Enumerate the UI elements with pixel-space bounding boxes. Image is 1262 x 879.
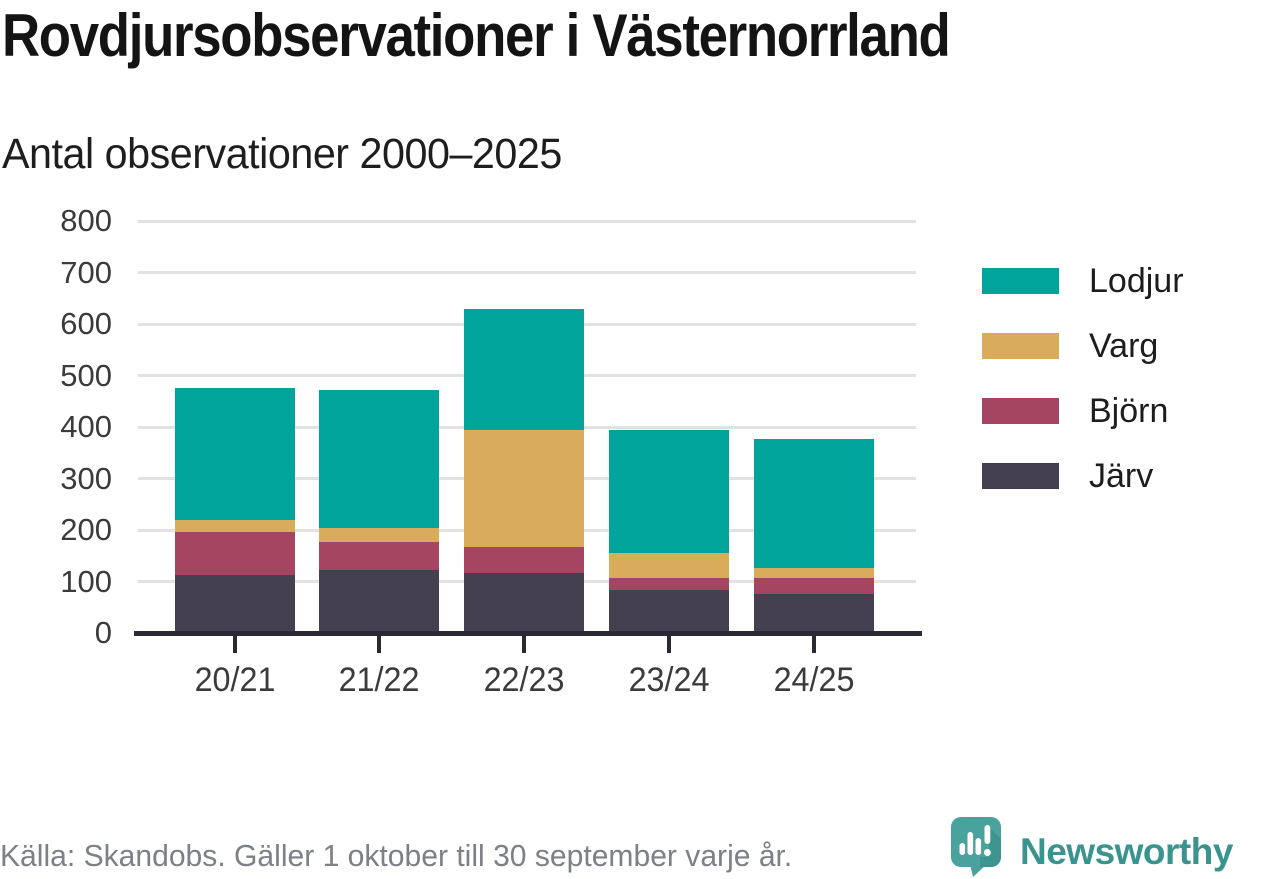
bar-segment <box>319 389 440 529</box>
y-axis-label: 100 <box>60 563 112 599</box>
bar-segment <box>754 438 875 568</box>
y-axis-label: 400 <box>60 409 112 444</box>
bar-segment <box>464 429 585 547</box>
legend-item-varg: Varg <box>982 329 1184 363</box>
y-axis-label: 600 <box>60 306 112 341</box>
y-axis-label: 200 <box>60 512 112 547</box>
newsworthy-logo-icon <box>951 817 1001 877</box>
bar-segment <box>464 308 585 430</box>
x-axis-label: 20/21 <box>194 661 275 699</box>
gridline-800 <box>138 219 916 223</box>
bar-segment <box>754 578 875 595</box>
legend-item-jarv: Järv <box>982 459 1184 493</box>
bar-segment <box>174 388 295 520</box>
y-axis-label: 300 <box>60 460 112 496</box>
y-axis-label: 0 <box>94 615 112 650</box>
bar-segment <box>609 578 730 591</box>
bar-segment <box>609 429 730 553</box>
legend-swatch <box>982 268 1059 294</box>
bar-segment <box>319 542 440 570</box>
legend-label: Järv <box>1089 457 1154 495</box>
x-axis-label: 24/25 <box>773 661 855 699</box>
newsworthy-wordmark: Newsworthy <box>1020 831 1233 872</box>
bar-segment <box>609 552 730 579</box>
bar-segment <box>609 590 730 633</box>
legend-label: Lodjur <box>1089 262 1184 300</box>
bar-segment <box>174 574 295 633</box>
bar-segment <box>319 569 440 633</box>
y-axis-label: 500 <box>60 357 112 393</box>
x-axis-tick <box>232 636 237 653</box>
legend: Lodjur Varg Björn Järv <box>982 264 1184 493</box>
chart-title: Rovdjursobservationer i Västernorrland <box>2 2 951 69</box>
chart-subtitle: Antal observationer 2000–2025 <box>2 130 562 178</box>
bar-segment <box>464 572 585 633</box>
y-axis-label: 700 <box>60 254 112 290</box>
y-axis-label: 800 <box>60 203 112 238</box>
gridline-700 <box>138 271 916 274</box>
x-axis-tick <box>377 636 382 653</box>
x-axis-tick <box>667 636 672 653</box>
x-axis-label: 22/23 <box>483 661 565 699</box>
source-note: Källa: Skandobs. Gäller 1 oktober till 3… <box>0 838 793 873</box>
bar-segment <box>754 567 875 579</box>
x-axis-label: 23/24 <box>628 661 710 699</box>
legend-label: Varg <box>1089 327 1159 365</box>
x-axis-label: 21/22 <box>338 661 420 699</box>
bar-segment <box>174 532 295 575</box>
x-axis-tick <box>522 636 527 653</box>
bar-segment <box>319 528 440 543</box>
bar-segment <box>754 594 875 633</box>
legend-swatch <box>982 333 1059 359</box>
legend-item-lodjur: Lodjur <box>982 264 1184 298</box>
x-axis-tick <box>812 636 817 653</box>
x-axis-line <box>134 631 922 636</box>
legend-item-bjorn: Björn <box>982 394 1184 428</box>
legend-swatch <box>982 463 1059 489</box>
legend-swatch <box>982 398 1059 424</box>
bar-segment <box>464 546 585 573</box>
legend-label: Björn <box>1089 392 1169 430</box>
bar-segment <box>174 519 295 533</box>
